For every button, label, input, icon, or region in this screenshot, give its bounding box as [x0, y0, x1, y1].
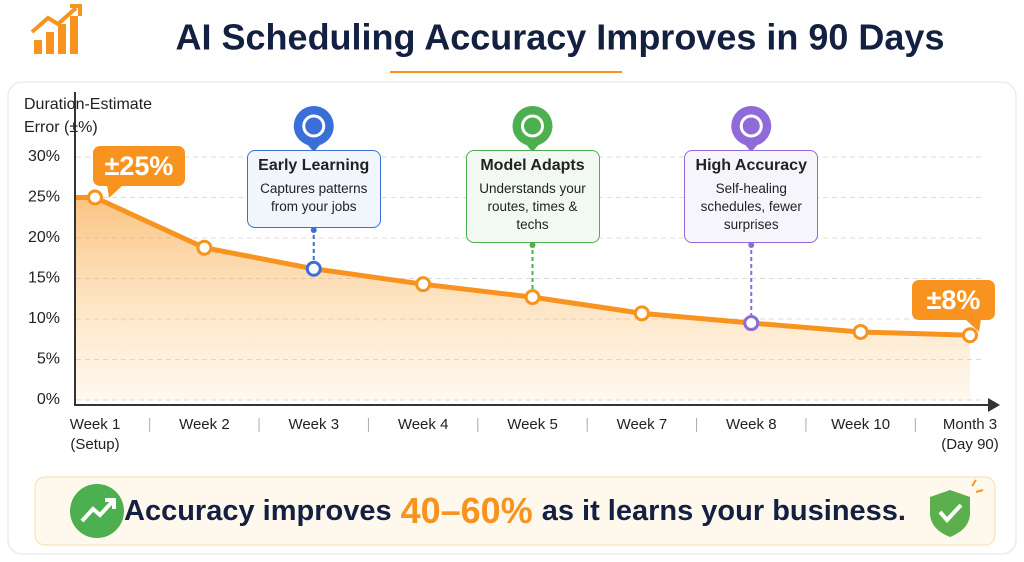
- point: [305, 260, 322, 277]
- annotation-title: Model Adapts: [480, 157, 585, 174]
- annotation: High Accuracy Self-healing schedules, few…: [684, 150, 819, 243]
- banner-tail: as it learns your business.: [541, 494, 906, 527]
- banner: [34, 476, 996, 546]
- shield-icon: [930, 479, 984, 537]
- point: [524, 289, 541, 306]
- connector-dot: [748, 242, 755, 248]
- banner-lead: Accuracy improves: [124, 494, 392, 527]
- annotation-icon-inner: [739, 114, 763, 138]
- area: [75, 197, 970, 400]
- annotation-icon: [731, 106, 772, 146]
- y-tick-label: 20%: [28, 229, 60, 246]
- x-tick-label: Week 1 (Setup): [69, 416, 121, 453]
- value-label: ±25%: [93, 146, 185, 186]
- connector-dot: [310, 227, 317, 233]
- annotation-icon-inner: [521, 114, 544, 138]
- y-tick-label: 25%: [28, 189, 60, 206]
- x-tick-label: Month 3 (Day 90): [941, 416, 999, 453]
- x-tick-label: Week 7: [616, 416, 668, 433]
- y-axis-label: Duration-Estimate Error (±%): [24, 96, 153, 136]
- trend-icon: [70, 484, 124, 538]
- x-tick-label: Week 4: [397, 416, 449, 433]
- point: [633, 305, 650, 322]
- value-label: ±8%: [912, 280, 995, 320]
- y-tick-label: 0%: [37, 391, 60, 408]
- icon-pointer: [745, 145, 758, 152]
- annotation-text: Captures patterns from your jobs: [260, 181, 368, 214]
- annotation-title: Early Learning: [258, 157, 370, 174]
- x-tick-label: Week 8: [725, 416, 777, 433]
- value-label-pointer: [107, 185, 123, 198]
- point: [196, 239, 213, 256]
- x-tick-label: Week 10: [831, 416, 891, 433]
- y-tick-label: 10%: [28, 310, 60, 327]
- annotation-icon-inner: [302, 114, 326, 138]
- point: [962, 327, 978, 344]
- point: [852, 323, 869, 340]
- annotation-text: Self-healing schedules, fewer surprises: [700, 181, 802, 232]
- point: [415, 276, 432, 293]
- x-tick-label: Week 3: [288, 416, 340, 433]
- x-tick-label: Week 2: [179, 416, 230, 433]
- y-tick-label: 15%: [28, 270, 60, 287]
- y-tick-label: 30%: [28, 148, 60, 165]
- icon-pointer: [307, 145, 320, 152]
- annotation-icon: [293, 106, 334, 146]
- point: [87, 189, 103, 206]
- x-tick-label: Week 5: [507, 416, 558, 433]
- axis-arrow: [988, 398, 1000, 412]
- banner-text: Accuracy improves 40–60% as it learns yo…: [35, 477, 995, 545]
- icon-pointer: [526, 145, 539, 152]
- point: [743, 315, 760, 332]
- title-icon: [30, 4, 82, 54]
- annotation: Model Adapts Understands your routes, tim…: [465, 150, 600, 243]
- annotation: Early Learning Captures patterns from you…: [246, 150, 381, 228]
- annotation-title: High Accuracy: [695, 157, 807, 174]
- connector-dot: [529, 242, 536, 248]
- y-tick-label: 5%: [37, 351, 60, 368]
- annotation-text: Understands your routes, times & techs: [479, 181, 586, 232]
- banner-highlight: 40–60%: [400, 490, 533, 531]
- value-label-pointer: [965, 319, 981, 332]
- annotation-icon: [512, 106, 553, 146]
- chart-title: AI Scheduling Accuracy Improves in 90 Da…: [176, 17, 945, 58]
